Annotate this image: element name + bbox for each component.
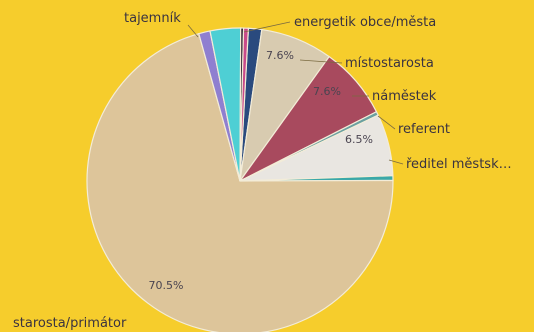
slice-label-8: tajemník xyxy=(124,11,181,26)
percent-label-4: 6.5% xyxy=(345,133,373,146)
percent-label-1: 7.6% xyxy=(266,49,294,62)
pie-slice-6 xyxy=(86,32,394,332)
slice-label-1: místostarosta xyxy=(345,56,434,71)
leader-line-4 xyxy=(388,159,404,165)
slice-label-0: energetik obce/města xyxy=(294,15,436,30)
slice-label-4: ředitel městsk… xyxy=(406,157,512,172)
leader-line-1 xyxy=(299,59,343,64)
percent-label-6: 70.5% xyxy=(149,279,184,292)
slice-label-2: náměstek xyxy=(372,89,437,104)
pie-slice-10 xyxy=(239,27,250,182)
percent-label-2: 7.6% xyxy=(313,85,341,98)
leader-line-8 xyxy=(187,24,199,38)
leader-line-0 xyxy=(243,21,291,33)
leader-line-3 xyxy=(377,115,396,130)
pie-slices xyxy=(86,27,394,332)
slice-label-3: referent xyxy=(398,122,450,137)
slice-label-6: starosta/primátor xyxy=(13,316,127,331)
